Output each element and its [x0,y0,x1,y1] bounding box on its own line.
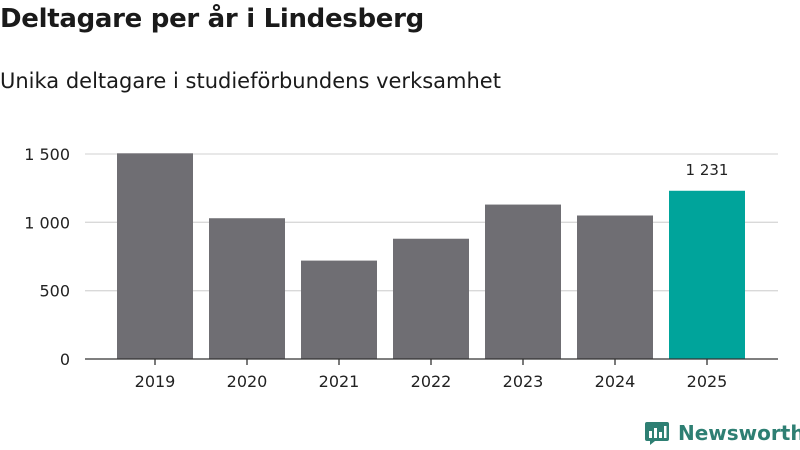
bar [393,238,469,359]
bar-highlighted [669,190,745,359]
x-tick-label: 2022 [411,372,452,391]
chart-title: Deltagare per år i Lindesberg [0,4,424,34]
x-tick-label: 2023 [503,372,544,391]
y-tick-label: 1 000 [24,213,70,232]
x-tick-label: 2025 [687,372,728,391]
x-tick-label: 2024 [595,372,636,391]
bar [577,215,653,359]
brand-logo: Newsworthy [644,420,800,446]
bar [117,153,193,359]
x-tick-label: 2020 [227,372,268,391]
y-tick-label: 500 [39,282,70,301]
data-label: 1 231 [686,161,729,179]
newsworthy-logo-icon [645,422,669,445]
chart-subtitle: Unika deltagare i studieförbundens verks… [0,69,501,93]
x-tick-label: 2021 [319,372,360,391]
bar [301,260,377,359]
x-tick-label: 2019 [135,372,176,391]
brand-name: Newsworthy [678,421,800,445]
y-tick-label: 0 [60,350,70,369]
y-tick-label: 1 500 [24,145,70,164]
bar [485,204,561,359]
bar [209,218,285,359]
